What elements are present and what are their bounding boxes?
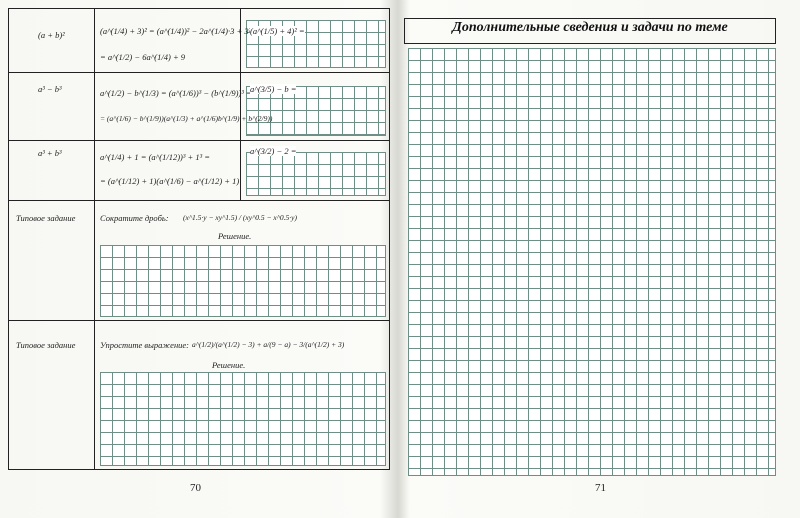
- exercise: (a^(1/5) + 4)² =: [250, 26, 305, 36]
- page-title: Дополнительные сведения и задачи по теме: [452, 20, 728, 35]
- grid: [100, 372, 386, 466]
- grid: [246, 20, 386, 68]
- grid: [246, 86, 386, 136]
- page-number: 71: [595, 482, 606, 494]
- task-prompt: Сократите дробь:: [100, 213, 169, 223]
- exercise: a^(3/5) − b =: [250, 84, 297, 94]
- solution: Решение.: [212, 360, 246, 370]
- formula: a³ + b³: [38, 148, 62, 158]
- task-label: Типовое задание: [16, 213, 76, 223]
- example: = a^(1/2) − 6a^(1/4) + 9: [100, 52, 186, 62]
- solution: Решение.: [218, 231, 252, 241]
- task-prompt: Упростите выражение:: [100, 340, 190, 350]
- formula: (a + b)²: [38, 30, 65, 40]
- example: a^(1/2) − b^(1/3) = (a^(1/6))³ − (b^(1/9…: [100, 88, 252, 98]
- exercise: a^(3/2) − 2 =: [250, 146, 297, 156]
- example: a^(1/4) + 1 = (a^(1/12))³ + 1³ =: [100, 152, 211, 162]
- table: [8, 8, 390, 470]
- row-divider: [8, 200, 390, 321]
- task-label: Типовое задание: [16, 340, 76, 350]
- col-divider: [94, 200, 95, 470]
- example: = (a^(1/12) + 1)(a^(1/6) − a^(1/12) + 1): [100, 176, 240, 186]
- col-2: [94, 8, 241, 200]
- example: = (a^(1/6) − b^(1/9))(a^(1/3) + a^(1/6)b…: [100, 114, 273, 123]
- page-number: 70: [190, 482, 201, 494]
- col-1: [8, 8, 95, 200]
- row-divider: [8, 72, 390, 141]
- grid: [100, 245, 386, 317]
- example: (a^(1/4) + 3)² = (a^(1/4))² − 2a^(1/4)·3…: [100, 26, 259, 36]
- formula: a³ − b³: [38, 84, 62, 94]
- grid: [408, 48, 776, 476]
- grid: [246, 152, 386, 196]
- title-box: [404, 18, 776, 44]
- task-expression: (x^1.5·y − xy^1.5) / (xy^0.5 − x^0.5·y): [183, 213, 297, 222]
- task-expression: a^(1/2)/(a^(1/2) − 3) + a/(9 − a) − 3/(a…: [192, 340, 345, 349]
